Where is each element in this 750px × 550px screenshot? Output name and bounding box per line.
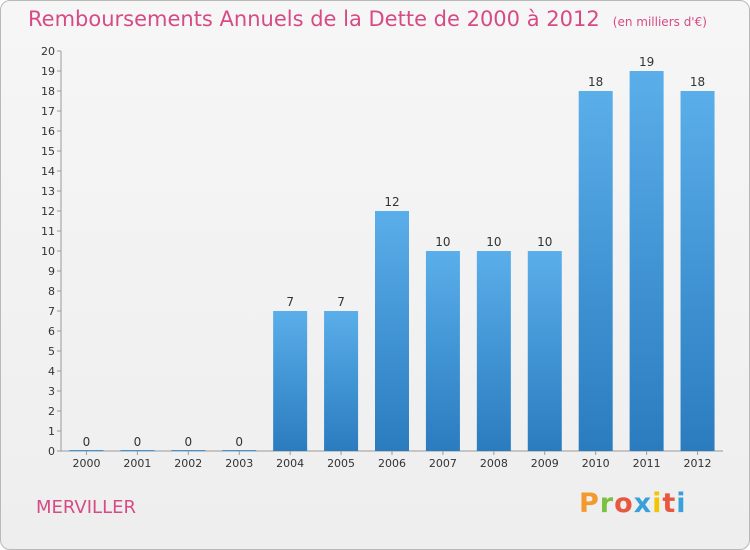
y-tick-label: 3: [48, 385, 55, 398]
data-label-2000: 0: [83, 435, 91, 449]
logo-letter: r: [599, 488, 615, 519]
bar-2000: [69, 450, 104, 451]
y-tick-label: 14: [41, 165, 55, 178]
y-tick-label: 6: [48, 325, 55, 338]
y-tick-label: 12: [41, 205, 55, 218]
y-tick-label: 16: [41, 125, 55, 138]
data-label-2006: 12: [384, 195, 399, 209]
y-tick-label: 13: [41, 185, 55, 198]
logo-letter: P: [579, 488, 600, 519]
y-tick-label: 20: [41, 45, 55, 58]
bar-2009: [527, 251, 562, 451]
data-label-2009: 10: [537, 235, 552, 249]
logo-letter: x: [633, 488, 653, 519]
commune-name: MERVILLER: [36, 497, 136, 518]
bar-2008: [476, 251, 511, 451]
bar-2002: [171, 450, 206, 451]
y-tick-label: 8: [48, 285, 55, 298]
y-tick-label: 17: [41, 105, 55, 118]
y-tick-label: 1: [48, 425, 55, 438]
x-tick-label: 2007: [429, 457, 457, 470]
y-tick-label: 18: [41, 85, 55, 98]
y-tick-label: 4: [48, 365, 55, 378]
y-tick-label: 19: [41, 65, 55, 78]
x-tick-label: 2001: [123, 457, 151, 470]
y-tick-label: 15: [41, 145, 55, 158]
chart-title: Remboursements Annuels de la Dette de 20…: [28, 7, 600, 31]
x-tick-label: 2002: [174, 457, 202, 470]
bar-2006: [375, 211, 409, 451]
x-tick-label: 2000: [72, 457, 100, 470]
data-label-2012: 18: [690, 75, 705, 89]
y-tick-label: 9: [48, 265, 55, 278]
bar-2010: [578, 91, 613, 451]
title-row: Remboursements Annuels de la Dette de 20…: [28, 7, 707, 31]
data-labels: 0 0 0 0 7 7 12 10 10 10 18 19 18: [83, 55, 706, 449]
x-tick-label: 2005: [327, 457, 355, 470]
data-label-2010: 18: [588, 75, 603, 89]
x-tick-label: 2009: [531, 457, 559, 470]
y-tick-label: 2: [48, 405, 55, 418]
y-tick-label: 5: [48, 345, 55, 358]
x-tick-label: 2008: [480, 457, 508, 470]
bar-2007: [425, 251, 460, 451]
bars: [69, 71, 715, 451]
logo-letter: t: [662, 488, 677, 519]
y-tick-label: 0: [48, 445, 55, 458]
data-label-2011: 19: [639, 55, 654, 69]
y-tick-label: 7: [48, 305, 55, 318]
x-tick-label: 2006: [378, 457, 406, 470]
bar-2003: [222, 450, 257, 451]
data-label-2004: 7: [286, 295, 294, 309]
y-tick-label: 11: [41, 225, 55, 238]
data-label-2005: 7: [337, 295, 345, 309]
logo-letter: o: [614, 488, 634, 519]
x-tick-label: 2003: [225, 457, 253, 470]
data-label-2008: 10: [486, 235, 501, 249]
bar-2001: [120, 450, 155, 451]
bar-2012: [680, 91, 715, 451]
bar-2005: [324, 311, 359, 451]
chart-subtitle: (en milliers d'€): [612, 15, 707, 29]
logo-letter: i: [652, 488, 663, 519]
x-tick-label: 2010: [582, 457, 610, 470]
data-label-2003: 0: [235, 435, 243, 449]
data-label-2007: 10: [435, 235, 450, 249]
data-label-2002: 0: [184, 435, 192, 449]
x-tick-label: 2012: [684, 457, 712, 470]
data-label-2001: 0: [134, 435, 142, 449]
y-tick-label: 10: [41, 245, 55, 258]
proxiti-logo: Proxiti: [579, 488, 687, 519]
x-tick-label: 2004: [276, 457, 304, 470]
bar-2004: [273, 311, 308, 451]
x-tick-label: 2011: [633, 457, 661, 470]
logo-letter: i: [676, 488, 687, 519]
bar-2011: [629, 71, 664, 451]
